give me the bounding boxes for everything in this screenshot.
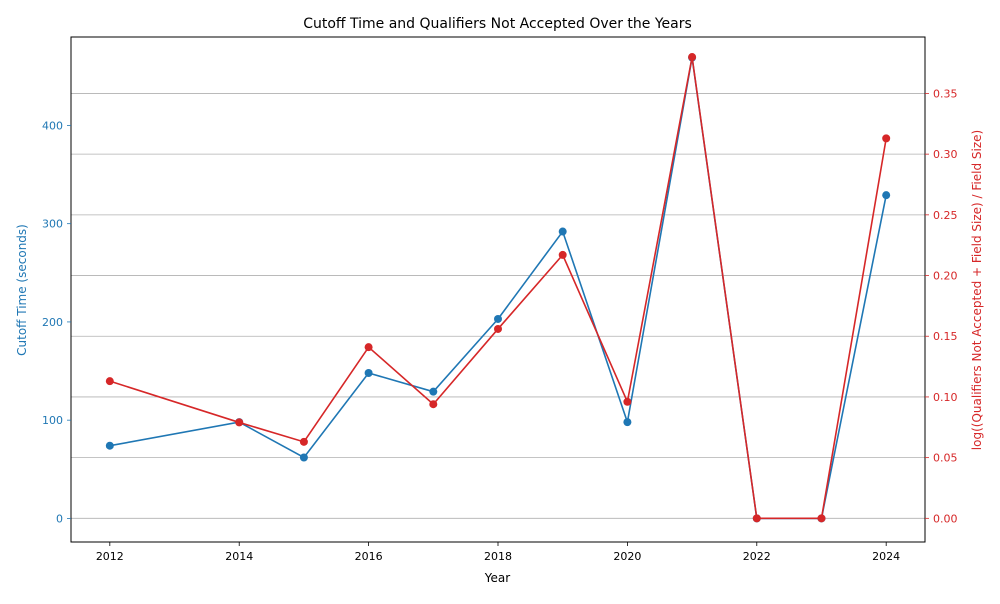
not-accepted-point [882,134,891,143]
not-accepted-point [429,400,438,409]
right-y-tick-label: 0.20 [933,270,958,283]
left-y-tick-label: 0 [56,512,63,525]
axes: 2012 2014 2016 2018 2020 2022 2024 0 100 200 300 40… [42,36,958,563]
cutoff-time-point [364,369,373,378]
x-tick-label: 2018 [484,550,512,563]
gridlines [71,93,925,519]
not-accepted-point [364,343,373,352]
cutoff-time-point [558,227,567,236]
not-accepted-point [817,514,826,523]
x-tick-label: 2014 [225,550,253,563]
cutoff-time-point [882,191,891,200]
x-tick-label: 2022 [743,550,771,563]
not-accepted-point [688,53,697,62]
x-tick-label: 2024 [872,550,900,563]
not-accepted-point [299,437,308,446]
right-y-tick-label: 0.10 [933,391,958,404]
left-y-tick-label: 400 [42,119,63,132]
right-y-tick-label: 0.30 [933,148,958,161]
plot-frame [70,36,926,543]
not-accepted-point [235,418,244,427]
chart-title: Cutoff Time and Qualifiers Not Accepted … [303,16,692,32]
left-y-tick-label: 100 [42,414,63,427]
x-tick-label: 2020 [613,550,641,563]
x-tick-label: 2012 [96,550,124,563]
not-accepted-point [752,514,761,523]
cutoff-time-point [299,453,308,462]
left-y-tick-label: 300 [42,218,63,231]
not-accepted-point [558,250,567,259]
cutoff-time-point [494,314,502,323]
series [105,53,891,523]
cutoff-time-point [429,387,438,396]
right-y-tick-label: 0.25 [933,209,958,222]
not-accepted-point [494,324,502,333]
right-y-tick-label: 0.00 [933,512,958,525]
right-y-axis-label: log((Qualifiers Not Accepted + Field Siz… [970,130,984,450]
left-y-tick-label: 200 [42,316,63,329]
not-accepted-line [109,56,887,520]
right-y-tick-label: 0.15 [933,330,958,343]
left-y-axis-label: Cutoff Time (seconds) [15,224,29,356]
x-tick-label: 2016 [355,550,383,563]
cutoff-time-line [109,57,887,520]
cutoff-time-point [623,418,632,427]
not-accepted-point [623,397,632,406]
right-y-tick-label: 0.05 [933,452,958,465]
not-accepted-point [105,377,114,386]
right-y-tick-label: 0.35 [933,87,958,100]
x-axis-label: Year [484,571,510,585]
cutoff-time-point [105,441,114,450]
